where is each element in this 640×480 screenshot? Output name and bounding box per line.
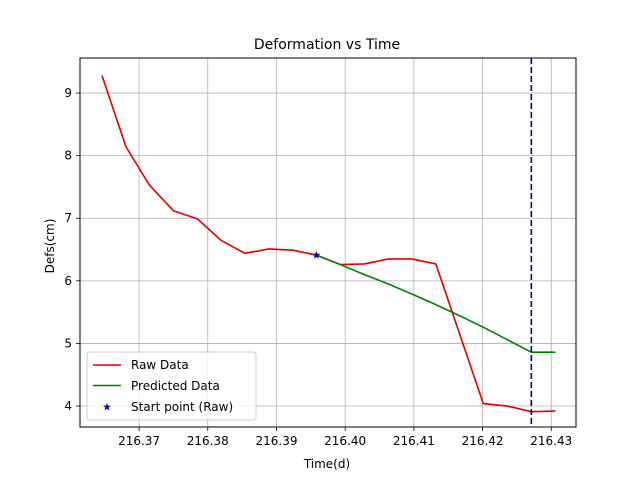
x-tick-label: 216.41: [393, 434, 435, 448]
legend: Raw Data Predicted Data Start point (Raw…: [86, 351, 257, 421]
legend-label-start-point: Start point (Raw): [131, 400, 233, 414]
axes-frame: [79, 57, 577, 428]
axis-ticks: 216.37 216.38 216.39 216.40 216.41 216.42 216.…: [64, 86, 572, 448]
x-tick-label: 216.39: [255, 434, 297, 448]
y-tick-label: 6: [64, 274, 72, 288]
y-tick-label: 4: [64, 399, 72, 413]
y-tick-label: 8: [64, 149, 72, 163]
chart-title: Deformation vs Time: [254, 37, 400, 53]
start-point-marker: [312, 250, 321, 259]
legend-swatch-start-point: [103, 402, 111, 411]
legend-label-predicted: Predicted Data: [131, 379, 220, 393]
predicted-data-line: [316, 254, 556, 354]
x-tick-label: 216.42: [462, 434, 504, 448]
legend-box: [86, 351, 257, 421]
x-tick-label: 216.43: [530, 434, 572, 448]
y-tick-label: 9: [64, 86, 72, 100]
y-axis-label: Defs(cm): [43, 219, 57, 274]
x-tick-label: 216.40: [324, 434, 366, 448]
plot-area: [101, 58, 556, 427]
legend-label-raw: Raw Data: [131, 358, 189, 372]
x-tick-label: 216.38: [187, 434, 229, 448]
y-tick-label: 7: [64, 211, 72, 225]
x-axis-label: Time(d): [303, 457, 350, 471]
x-tick-label: 216.37: [118, 434, 160, 448]
y-tick-label: 5: [64, 336, 72, 350]
